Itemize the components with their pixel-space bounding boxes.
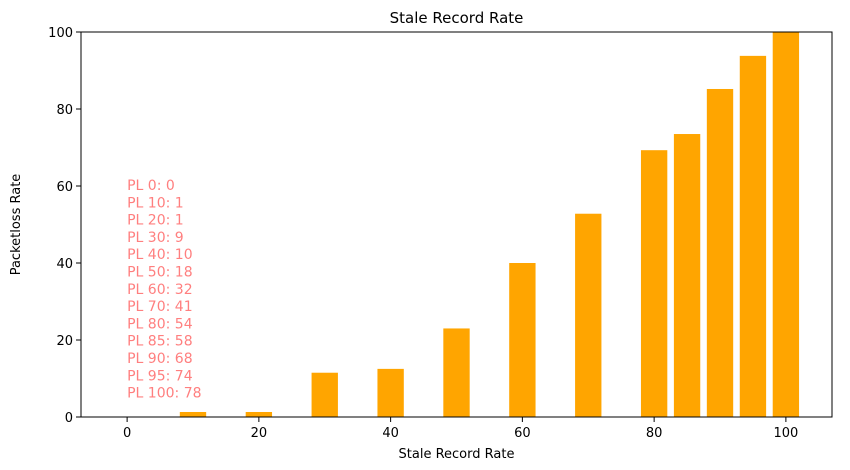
x-tick-label: 40 (382, 426, 399, 441)
y-tick-label: 60 (56, 180, 73, 195)
annotation-line: PL 70: 41 (127, 299, 193, 315)
x-tick-label: 100 (773, 426, 798, 441)
x-tick-label: 80 (646, 426, 663, 441)
bar-10 (179, 411, 207, 417)
bar-85 (673, 134, 701, 417)
x-tick-label: 20 (251, 426, 268, 441)
bar-40 (377, 368, 404, 417)
bar-100 (772, 32, 800, 417)
annotation-line: PL 90: 68 (127, 351, 193, 367)
bar-70 (575, 213, 602, 417)
annotation-line: PL 20: 1 (127, 213, 184, 229)
bars-group (179, 32, 800, 418)
y-tick-label: 0 (65, 411, 73, 426)
annotation-line: PL 95: 74 (127, 368, 193, 384)
annotation-line: PL 0: 0 (127, 178, 175, 194)
annotation-line: PL 50: 18 (127, 265, 193, 281)
bar-60 (509, 263, 536, 417)
bar-95 (739, 55, 767, 418)
annotation-text-block: PL 0: 0PL 10: 1 PL 20: 1PL 30: 9PL 40: 10… (127, 178, 201, 402)
annotation-line: PL 30: 9 (127, 230, 184, 246)
y-tick-label: 20 (56, 334, 73, 349)
x-tick-label: 0 (123, 426, 131, 441)
bar-30 (311, 372, 338, 417)
bar-50 (443, 328, 470, 417)
bar-80 (640, 150, 668, 417)
y-tick-label: 40 (56, 257, 73, 272)
x-axis-title: Stale Record Rate (399, 447, 515, 462)
y-tick-label: 80 (56, 103, 73, 118)
x-tick-label: 60 (514, 426, 531, 441)
annotation-line: PL 40: 10 (127, 247, 193, 263)
annotation-line: PL 10: 1 (127, 195, 184, 211)
bar-90 (706, 88, 734, 417)
chart-title: Stale Record Rate (390, 9, 524, 27)
annotation-line: PL 100: 78 (127, 386, 201, 402)
annotation-line: PL 80: 54 (127, 316, 193, 332)
annotation-line: PL 85: 58 (127, 334, 193, 350)
bar-20 (245, 411, 273, 417)
x-axis-ticks: 0 20 40 60 80 100 (123, 417, 798, 441)
y-tick-label: 100 (48, 26, 73, 41)
annotation-line: PL 60: 32 (127, 282, 193, 298)
y-axis-ticks: 0 20 40 60 80 100 (48, 26, 81, 426)
plot-frame (80, 31, 833, 418)
y-axis-title: Packetloss Rate (9, 174, 24, 276)
